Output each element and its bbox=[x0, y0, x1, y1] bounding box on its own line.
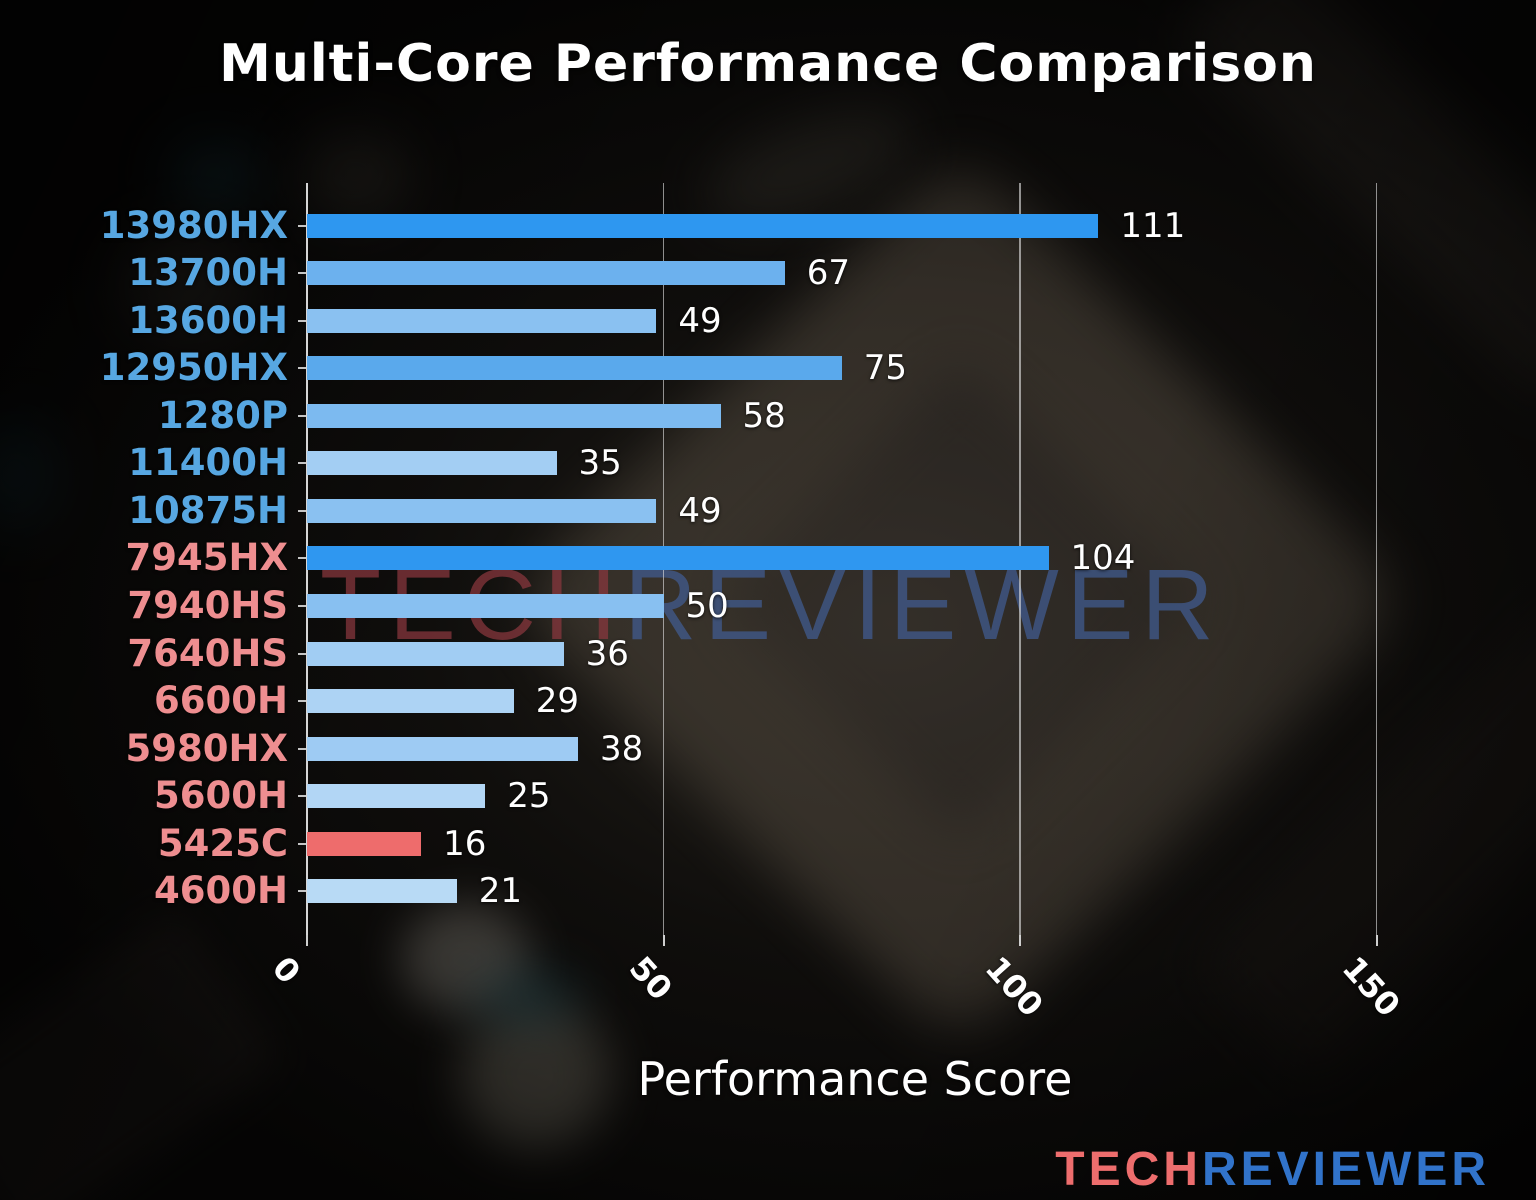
bar-value-label: 50 bbox=[685, 586, 729, 627]
bar bbox=[307, 451, 557, 476]
brand-logo-tech: TECH bbox=[1055, 1143, 1202, 1196]
bar-value-label: 104 bbox=[1070, 538, 1136, 579]
x-axis-tick bbox=[1375, 935, 1378, 946]
x-axis-label: Performance Score bbox=[637, 1052, 1073, 1106]
bar bbox=[307, 403, 721, 428]
bar bbox=[307, 594, 664, 619]
y-axis-tick bbox=[298, 272, 306, 275]
bar bbox=[307, 831, 422, 856]
bar-value-label: 29 bbox=[535, 681, 580, 722]
bar-value-label: 75 bbox=[863, 348, 908, 389]
y-axis-label: 7940HS bbox=[127, 584, 288, 628]
y-axis-label: 13600H bbox=[128, 298, 288, 342]
bar-value-label: 49 bbox=[678, 490, 722, 531]
bar bbox=[307, 736, 578, 761]
y-axis-tick bbox=[298, 700, 306, 703]
bar bbox=[307, 356, 842, 381]
y-axis-tick bbox=[298, 605, 306, 608]
y-axis-label: 12950HX bbox=[99, 346, 288, 390]
bar bbox=[307, 213, 1099, 238]
bar bbox=[307, 498, 657, 523]
bar bbox=[307, 879, 457, 904]
y-axis-label: 10875H bbox=[128, 488, 288, 532]
y-axis-tick bbox=[298, 462, 306, 465]
y-axis-label: 7640HS bbox=[127, 631, 288, 675]
y-axis-label: 5425C bbox=[157, 821, 288, 865]
y-axis-tick bbox=[298, 842, 306, 845]
y-axis-tick bbox=[298, 224, 306, 227]
y-axis-label: 5980HX bbox=[125, 726, 288, 770]
bar-value-label: 21 bbox=[478, 871, 522, 912]
x-axis-tick bbox=[306, 935, 308, 946]
y-axis-label: 4600H bbox=[154, 869, 288, 913]
y-axis-label: 6600H bbox=[154, 679, 288, 723]
bar-value-label: 16 bbox=[443, 823, 487, 864]
brand-logo-reviewer: REVIEWER bbox=[1201, 1143, 1490, 1196]
y-axis-label: 11400H bbox=[128, 441, 288, 485]
bar bbox=[307, 546, 1049, 571]
y-axis-tick bbox=[298, 367, 306, 370]
bar-value-label: 38 bbox=[599, 728, 644, 769]
y-axis-tick bbox=[298, 795, 306, 798]
y-axis-label: 5600H bbox=[154, 774, 288, 818]
bar-value-label: 67 bbox=[806, 253, 850, 294]
y-axis-tick bbox=[298, 890, 306, 893]
x-axis-tick bbox=[662, 935, 665, 946]
y-axis-tick bbox=[298, 747, 306, 750]
y-axis-label: 7945HX bbox=[125, 536, 288, 580]
bar-value-label: 111 bbox=[1120, 205, 1186, 246]
bar bbox=[307, 689, 514, 714]
chart-title: Multi-Core Performance Comparison bbox=[219, 34, 1317, 94]
bar bbox=[307, 784, 486, 809]
bar-value-label: 36 bbox=[585, 633, 629, 674]
bar bbox=[307, 641, 564, 666]
gridline bbox=[1375, 183, 1378, 935]
y-axis-tick bbox=[298, 509, 306, 512]
brand-logo: TECHREVIEWER bbox=[1055, 1142, 1490, 1197]
y-axis-tick bbox=[298, 652, 306, 655]
y-axis-labels: 13980HX 13700H 13600H 12950HX 1280P 11400H 108… bbox=[0, 0, 288, 1200]
bar-value-label: 35 bbox=[578, 443, 622, 484]
y-axis-label: 13700H bbox=[128, 251, 288, 295]
x-axis-tick bbox=[1019, 935, 1021, 946]
bar bbox=[307, 261, 785, 286]
bar-value-label: 25 bbox=[507, 776, 551, 817]
bar-value-label: 49 bbox=[678, 300, 722, 341]
bar-value-label: 58 bbox=[742, 395, 786, 436]
y-axis-label: 13980HX bbox=[99, 203, 288, 247]
bar bbox=[307, 308, 657, 333]
y-axis-tick bbox=[298, 557, 306, 560]
y-axis-tick bbox=[298, 319, 306, 322]
y-axis-label: 1280P bbox=[157, 393, 288, 437]
plot-area: 111 67 49 75 58 35 49 104 50 36 29 38 25 16 21 bbox=[298, 183, 1490, 946]
y-axis-tick bbox=[298, 414, 306, 417]
